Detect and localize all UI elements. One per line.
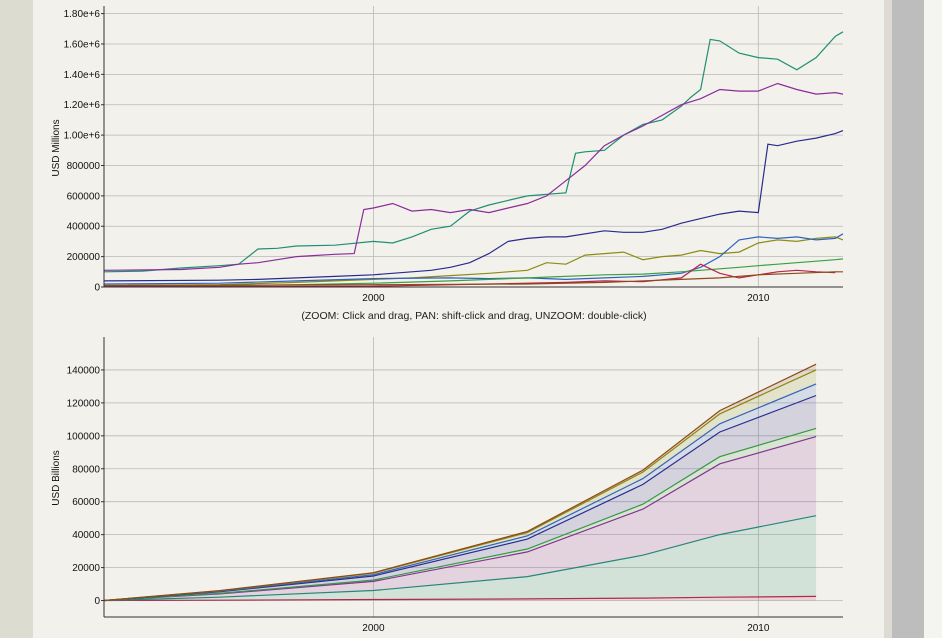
zoom-instructions: (ZOOM: Click and drag, PAN: shift-click … [301, 310, 646, 322]
line-chart-y-tick-label: 1.80e+6 [64, 9, 101, 20]
panel-shadow [884, 0, 892, 638]
series-line-blue [103, 233, 844, 285]
line-chart-x-tick-label: 2000 [362, 293, 385, 304]
series-line-brown [103, 271, 843, 287]
line-chart-y-tick-label: 0 [94, 283, 100, 294]
line-chart-x-tick-label: 2010 [747, 293, 770, 304]
series-line-purple [103, 82, 844, 271]
scrollbar-edge [924, 0, 942, 638]
line-chart-y-tick-label: 1.40e+6 [64, 70, 101, 81]
line-chart-y-tick-label: 1.00e+6 [64, 131, 101, 142]
line-chart-y-label: USD Millions [51, 119, 62, 176]
line-chart-usd-millions[interactable]: 0 200000 400000 600000 800000 1.00e+6 1.20e+6 1… [0, 0, 942, 330]
line-chart-y-tick-label: 1.60e+6 [64, 39, 101, 50]
line-chart-series [103, 31, 844, 288]
series-line-green [103, 258, 844, 287]
line-chart-y-tick-label: 1.20e+6 [64, 100, 101, 111]
line-chart-axes: 0 200000 400000 600000 800000 1.00e+6 1.20e+6 1… [64, 6, 843, 304]
series-line-crimson [103, 263, 836, 288]
series-line-teal [103, 31, 844, 273]
line-chart-y-tick-label: 400000 [67, 222, 101, 233]
line-chart-y-tick-label: 200000 [67, 252, 101, 263]
line-chart-y-tick-label: 800000 [67, 161, 101, 172]
line-chart-y-tick-label: 600000 [67, 191, 101, 202]
series-line-olive [103, 236, 844, 287]
scrollbar-track[interactable] [892, 0, 924, 638]
series-line-navy [103, 130, 844, 282]
